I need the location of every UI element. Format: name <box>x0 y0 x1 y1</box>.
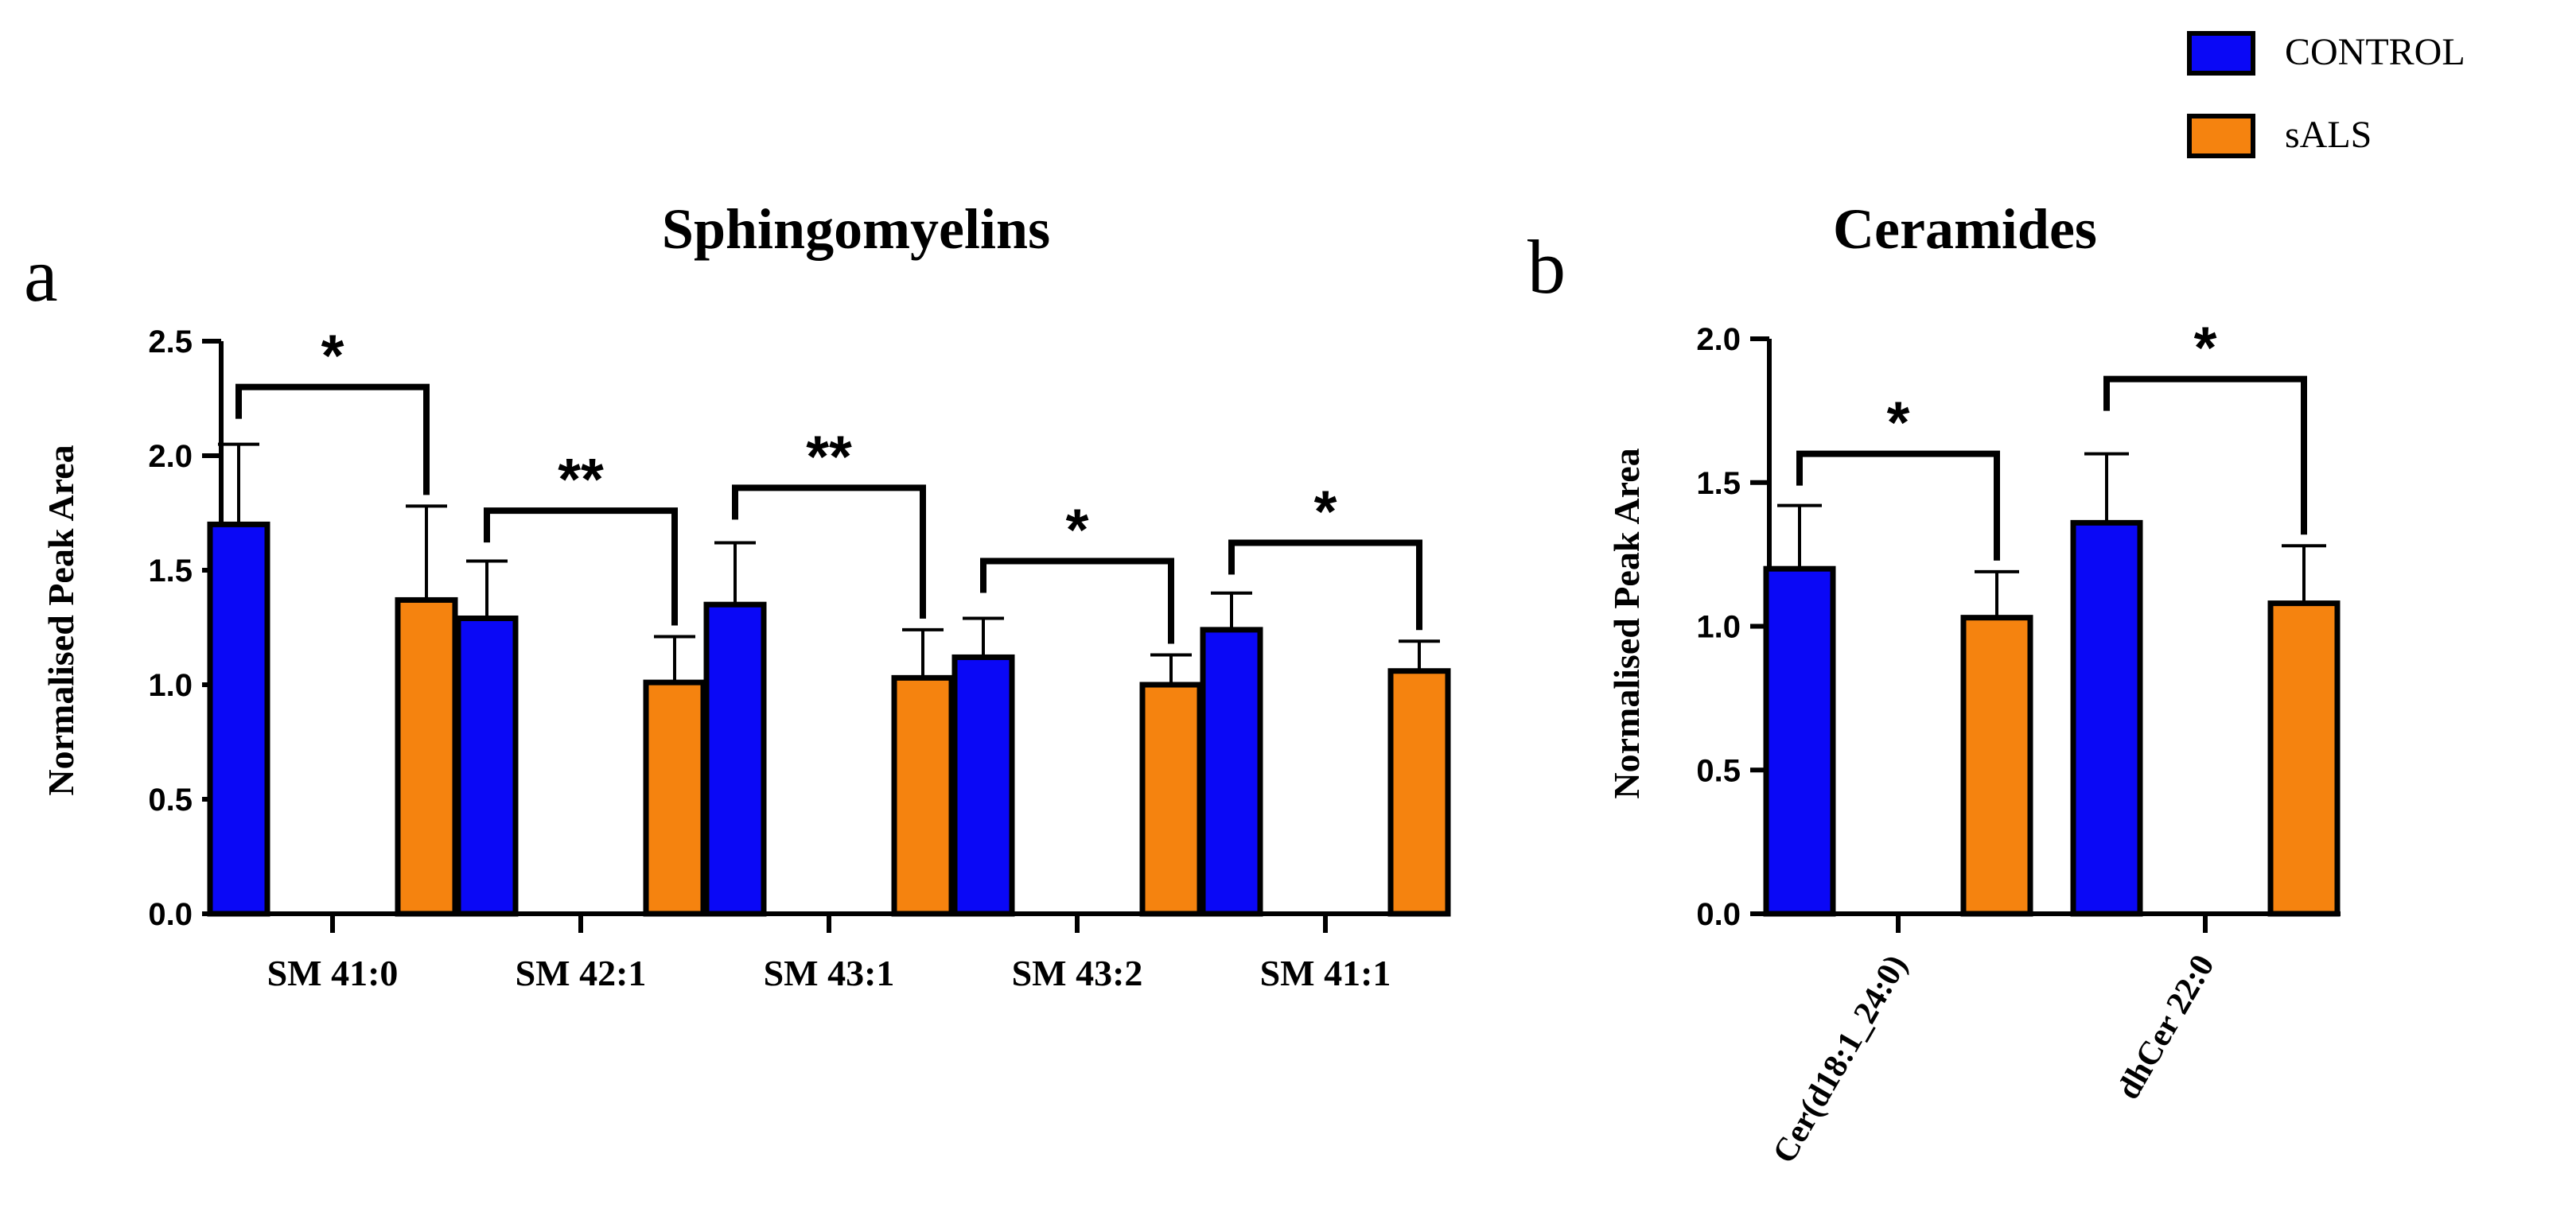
y-axis-label: Normalised Peak Area <box>41 445 81 795</box>
y-tick-label: 2.5 <box>148 324 193 359</box>
significance-bracket <box>1796 450 2000 561</box>
significance-bracket <box>235 383 430 495</box>
bar-sals-4 <box>1387 668 1451 917</box>
x-tick-label: SM 41:1 <box>1260 953 1391 993</box>
legend: CONTROL sALS <box>2187 31 2465 158</box>
significance-label: ** <box>558 446 604 512</box>
x-tick-label: SM 43:2 <box>1012 953 1143 993</box>
legend-item-control: CONTROL <box>2187 31 2465 76</box>
y-axis-label: Normalised Peak Area <box>1606 448 1647 798</box>
bar-sals-0 <box>395 596 458 917</box>
significance-label: * <box>2194 315 2217 381</box>
bar-control-1 <box>2070 519 2143 917</box>
chart-title: Ceramides <box>1833 197 2097 261</box>
bar-sals-0 <box>1960 615 2033 917</box>
significance-label: * <box>1314 478 1337 544</box>
y-tick-label: 2.0 <box>148 439 193 474</box>
bar-control-1 <box>455 615 519 917</box>
x-tick-label: SM 43:1 <box>764 953 895 993</box>
legend-swatch-control <box>2187 31 2255 76</box>
y-tick-label: 1.5 <box>1696 466 1741 501</box>
significance-label: * <box>1066 496 1089 562</box>
y-tick-label: 0.0 <box>1696 897 1741 932</box>
y-tick-label: 2.0 <box>1696 322 1741 357</box>
significance-bracket <box>484 507 678 626</box>
significance-label: ** <box>806 423 852 489</box>
x-tick-label: Cer(d18:1_24:0) <box>1766 949 1915 1170</box>
panel-b-letter: b <box>1527 224 1566 309</box>
chart-title: Sphingomyelins <box>662 197 1050 261</box>
y-tick-label: 1.0 <box>148 668 193 703</box>
x-tick-label: SM 42:1 <box>516 953 647 993</box>
bar-sals-1 <box>2267 600 2341 917</box>
panel-a-letter: a <box>24 232 58 317</box>
significance-bracket <box>732 484 926 619</box>
y-tick-label: 0.5 <box>1696 753 1741 788</box>
legend-swatch-sals <box>2187 114 2255 158</box>
ceramides-chart: Ceramides Normalised Peak Area 0.0 0.5 1.0… <box>1606 197 2341 1170</box>
significance-bracket <box>2103 375 2307 535</box>
significance-label: * <box>1887 390 1910 456</box>
chart-marks: 0.0 0.5 1.0 1.5 2.0 Cer(d18:1_24:0) * dhCer 22:… <box>1696 315 2341 1170</box>
legend-label-control: CONTROL <box>2285 31 2465 73</box>
legend-label-sals: sALS <box>2285 114 2372 156</box>
significance-label: * <box>321 323 344 389</box>
bar-control-4 <box>1200 627 1263 917</box>
y-tick-label: 0.0 <box>148 897 193 932</box>
bar-control-0 <box>207 521 270 917</box>
bar-sals-3 <box>1139 682 1203 917</box>
legend-item-sals: sALS <box>2187 114 2372 158</box>
bar-control-2 <box>703 601 767 917</box>
bar-sals-2 <box>891 674 955 917</box>
bar-control-0 <box>1763 565 1836 917</box>
bar-sals-1 <box>643 679 706 917</box>
x-tick-label: SM 41:0 <box>267 953 399 993</box>
significance-bracket <box>980 557 1174 644</box>
chart-marks: 0.00.51.01.52.02.5SM 41:0*SM 42:1**SM 43… <box>148 323 1451 993</box>
y-tick-label: 1.0 <box>1696 610 1741 645</box>
sphingomyelins-chart: Sphingomyelins Normalised Peak Area 0.0 0… <box>41 197 1451 993</box>
x-tick-label: dhCer 22:0 <box>2110 949 2221 1105</box>
y-tick-label: 0.5 <box>148 783 193 818</box>
bar-control-3 <box>951 654 1015 917</box>
y-tick-label: 1.5 <box>148 554 193 589</box>
significance-bracket <box>1228 539 1422 631</box>
